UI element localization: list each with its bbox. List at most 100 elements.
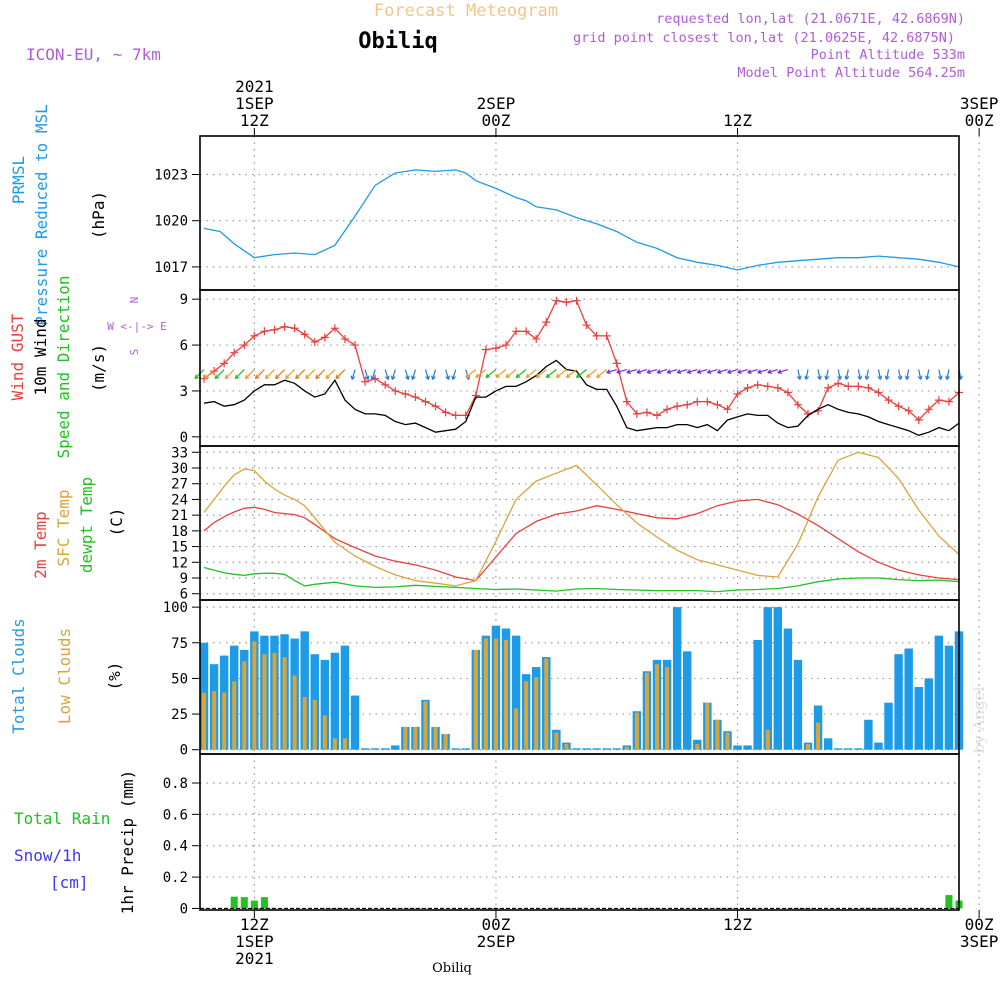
gridpoint-lonlat: grid point closest lon,lat (21.0625E, 42… <box>573 30 955 46</box>
snow-unit-label: [cm] <box>50 873 89 892</box>
wind-arrow-head <box>224 374 230 380</box>
wind-arrow-head <box>945 375 950 380</box>
wind-speed-direction-label: Speed and Direction <box>54 275 73 458</box>
compass-north: N <box>128 297 141 304</box>
total-cloud-bar <box>753 639 762 750</box>
total-cloud-bar <box>380 748 390 750</box>
low-cloud-bar <box>534 677 539 750</box>
wind-arrow-head <box>194 374 200 380</box>
precip-unit: 1hr Precip (mm) <box>118 770 137 915</box>
low-cloud-bar <box>282 657 287 750</box>
wind-arrow <box>805 369 809 380</box>
wind-arrow <box>384 369 389 380</box>
wind-arrow-head <box>925 375 930 380</box>
gust-point <box>854 382 863 391</box>
low-cloud-bar <box>514 708 519 750</box>
low-cloud-bar <box>665 667 670 750</box>
wind-unit: (m/s) <box>89 344 108 392</box>
low-cloud-bar <box>202 692 207 750</box>
ytick-label: 33 <box>171 445 188 461</box>
ytick-label: 0 <box>180 430 188 446</box>
gust-point <box>491 344 500 353</box>
snow-label: Snow/1h <box>14 846 81 865</box>
rain-bar <box>250 900 258 909</box>
wind-arrow-head <box>364 375 370 380</box>
total-cloud-bar <box>320 659 330 750</box>
low-cloud-bar <box>433 726 438 750</box>
wind-arrow <box>885 369 890 380</box>
total-cloud-bar <box>783 628 793 750</box>
top-time-label: 00Z <box>965 111 994 130</box>
wind-arrow-head <box>384 375 390 380</box>
low-cloud-bar <box>705 702 710 750</box>
ytick-label: 21 <box>171 508 188 524</box>
gust-point <box>532 334 541 343</box>
panel-precip: 0 0.2 0.4 0.6 0.8 <box>163 753 980 917</box>
rain-bar <box>230 896 238 909</box>
low-cloud-bar <box>443 734 448 750</box>
total-cloud-bar <box>340 645 350 750</box>
wind-arrow-head <box>824 375 830 380</box>
wind-arrow <box>556 369 567 378</box>
total-clouds-label: Total Clouds <box>9 618 28 734</box>
total-cloud-bar <box>350 695 360 750</box>
gust-point <box>612 359 621 368</box>
wind-arrow <box>757 368 768 374</box>
low-cloud-bar <box>342 738 347 750</box>
wind-arrow-head <box>485 373 490 379</box>
gust-point <box>904 406 913 415</box>
rain-bar <box>945 895 953 909</box>
low-cloud-bar <box>222 692 227 750</box>
gust-point <box>653 411 662 420</box>
ytick-label: 1023 <box>154 168 188 184</box>
series-wind-gust <box>203 299 960 421</box>
low-cloud-bar <box>312 699 317 750</box>
ytick-label: 18 <box>171 524 188 540</box>
wind-arrow-head <box>796 375 802 380</box>
wind-arrow-head <box>676 369 682 374</box>
low-cloud-bar <box>624 746 629 750</box>
low-cloud-bar <box>654 664 660 750</box>
gust-point <box>944 397 953 406</box>
temp-dewpt-label: dewpt Temp <box>77 477 96 573</box>
wind-arrow-head <box>917 375 923 380</box>
panel-frame <box>199 289 960 447</box>
gust-point <box>703 397 712 406</box>
low-cloud-bar <box>403 726 408 750</box>
low-cloud-bar <box>644 672 649 750</box>
low-cloud-bar <box>232 681 237 750</box>
gust-point <box>793 400 802 409</box>
temp-2m-label: 2m Temp <box>31 511 50 578</box>
wind-arrow-head <box>254 374 260 380</box>
gust-point <box>210 367 219 376</box>
ytick-label: 9 <box>180 571 188 587</box>
gust-point <box>884 396 893 405</box>
wind-arrow <box>475 369 487 378</box>
total-cloud-bar <box>894 654 903 750</box>
wind-arrow <box>697 368 708 374</box>
wind-arrow-head <box>737 369 742 374</box>
gust-point <box>351 341 360 350</box>
wind-arrow-head <box>884 375 890 380</box>
total-cloud-bar <box>572 748 581 750</box>
gust-point <box>250 331 259 340</box>
wind-arrow <box>295 369 306 379</box>
ytick-label: 25 <box>171 707 188 723</box>
watermark: by Angel <box>970 686 988 753</box>
gust-point <box>310 338 319 346</box>
gust-point <box>592 331 601 340</box>
gust-point <box>632 409 641 418</box>
low-cloud-bar <box>544 658 549 750</box>
gust-point <box>361 377 370 386</box>
panel-frame <box>199 135 960 291</box>
bottom-time-label: 12Z <box>240 915 269 934</box>
super-title: Forecast Meteogram <box>374 1 558 21</box>
total-cloud-bar <box>833 748 843 750</box>
gust-point <box>522 327 531 336</box>
gust-point <box>340 334 349 343</box>
wind-arrow-head <box>757 369 762 374</box>
wind-arrow-head <box>844 375 850 380</box>
wind-arrow <box>656 368 668 374</box>
gust-point <box>441 408 450 417</box>
total-cloud-bar <box>592 748 601 750</box>
